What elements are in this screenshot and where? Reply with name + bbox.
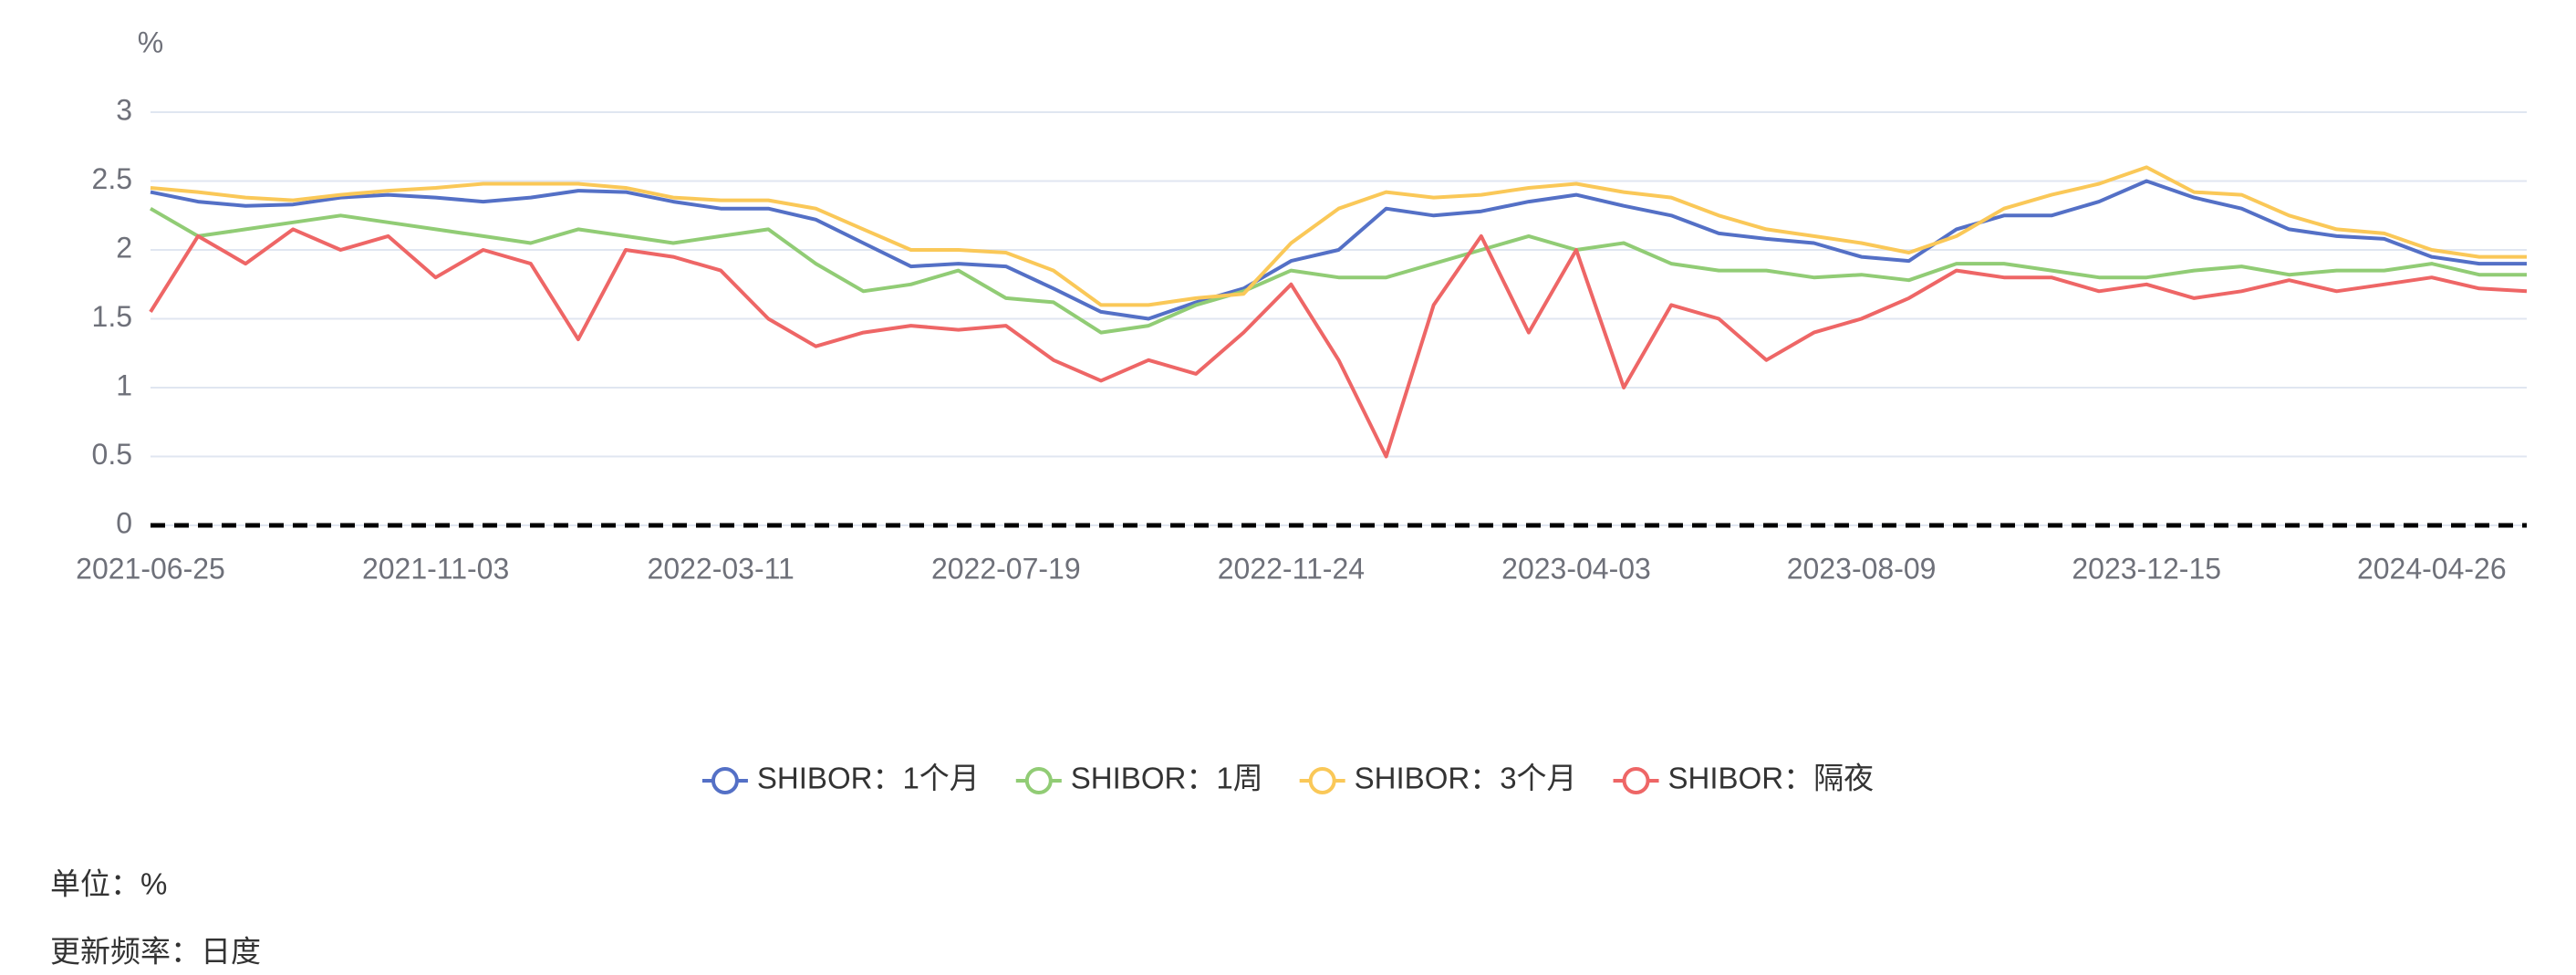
y-tick-label: 0 [116,506,132,539]
legend-label: SHIBOR：3个月 [1355,762,1577,795]
x-tick-label: 2023-08-09 [1787,552,1937,585]
legend-label: SHIBOR：1个月 [757,762,980,795]
series-line [149,206,2527,335]
legend-icon [711,767,739,794]
series-line [150,165,2527,307]
legend-icon [1024,767,1053,794]
legend-icon [1622,767,1650,794]
x-tick-label: 2024-04-26 [2357,552,2507,585]
x-tick-label: 2022-03-11 [648,552,795,585]
update-note: 更新频率：日度 [50,935,261,969]
x-tick-label: 2023-12-15 [2072,552,2221,585]
x-tick-label: 2022-11-24 [1218,552,1365,585]
y-tick-label: 2 [116,231,132,264]
y-tick-label: 1 [116,368,132,401]
x-tick-label: 2021-06-25 [76,552,225,585]
legend-label: SHIBOR：1周 [1071,762,1263,795]
y-axis-label: % [138,26,163,58]
legend: SHIBOR：1个月 SHIBOR：1周 SHIBOR：3个月 SHIBOR：隔夜 [701,762,1875,795]
y-tick-label: 0.5 [92,438,132,471]
x-tick-label: 2021-11-03 [362,552,509,585]
series-line [150,179,2527,321]
y-tick-label: 2.5 [92,162,132,195]
x-tick-label: 2022-07-19 [931,552,1081,585]
x-tick-label: 2023-04-03 [1501,552,1651,585]
y-tick-label: 1.5 [92,300,132,333]
unit-note: 单位：% [50,867,167,901]
legend-icon [1308,767,1336,794]
legend-label: SHIBOR：隔夜 [1668,762,1875,795]
series-line [149,227,2528,459]
y-tick-label: 3 [116,93,132,126]
